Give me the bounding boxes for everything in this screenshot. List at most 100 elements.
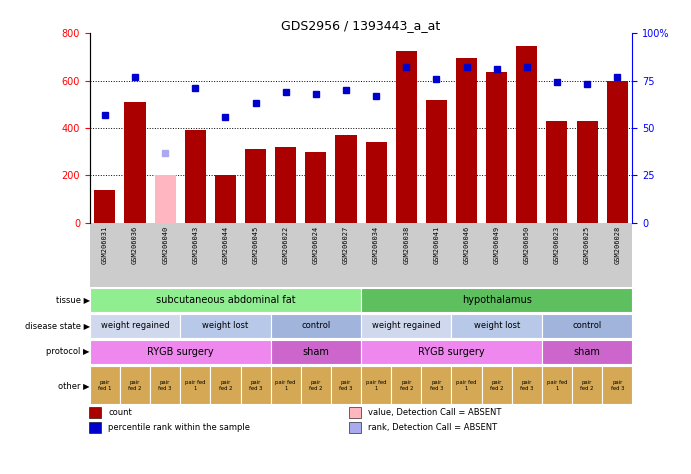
Text: pair
fed 3: pair fed 3 (249, 380, 263, 391)
Bar (451, 314, 542, 337)
Bar (542, 314, 632, 337)
Text: weight lost: weight lost (473, 321, 520, 330)
Text: GSM206023: GSM206023 (554, 226, 560, 264)
Text: pair
fed 2: pair fed 2 (218, 380, 232, 391)
Text: pair
fed 2: pair fed 2 (580, 380, 594, 391)
Bar (396, 51, 417, 223)
Bar (335, 135, 357, 223)
Bar (271, 366, 301, 404)
Bar (124, 102, 146, 223)
Text: pair
fed 2: pair fed 2 (309, 380, 323, 391)
Text: pair fed
1: pair fed 1 (456, 380, 477, 391)
Text: weight regained: weight regained (101, 321, 169, 330)
Text: count: count (108, 408, 132, 417)
Text: pair
fed 2: pair fed 2 (399, 380, 413, 391)
Bar (349, 422, 361, 433)
Text: GSM206031: GSM206031 (102, 226, 108, 264)
Bar (456, 58, 477, 223)
Bar (361, 340, 542, 364)
Bar (180, 366, 210, 404)
Text: GSM206025: GSM206025 (584, 226, 590, 264)
Bar (542, 366, 572, 404)
Text: GSM206028: GSM206028 (614, 226, 621, 264)
Bar (576, 121, 598, 223)
Text: tissue ▶: tissue ▶ (56, 295, 90, 304)
Bar (331, 366, 361, 404)
Text: pair
fed 3: pair fed 3 (339, 380, 352, 391)
Text: GSM206024: GSM206024 (313, 226, 319, 264)
Text: GSM206036: GSM206036 (132, 226, 138, 264)
Text: GSM206045: GSM206045 (253, 226, 258, 264)
Bar (349, 407, 361, 418)
Text: control: control (572, 321, 602, 330)
Text: sham: sham (303, 347, 330, 357)
Bar (245, 149, 266, 223)
Bar (150, 366, 180, 404)
Bar (155, 175, 176, 223)
Bar (482, 366, 512, 404)
Text: GSM206022: GSM206022 (283, 226, 289, 264)
Bar (602, 366, 632, 404)
Text: pair
fed 2: pair fed 2 (490, 380, 504, 391)
Bar (120, 366, 150, 404)
Bar (542, 340, 632, 364)
Bar (512, 366, 542, 404)
Bar (361, 366, 391, 404)
Bar (95, 190, 115, 223)
Title: GDS2956 / 1393443_a_at: GDS2956 / 1393443_a_at (281, 19, 441, 32)
Text: GSM206049: GSM206049 (493, 226, 500, 264)
Text: pair
fed 2: pair fed 2 (129, 380, 142, 391)
Bar (305, 152, 326, 223)
Text: pair fed
1: pair fed 1 (276, 380, 296, 391)
Text: GSM206050: GSM206050 (524, 226, 530, 264)
Bar (607, 81, 627, 223)
Bar (275, 147, 296, 223)
Text: pair fed
1: pair fed 1 (185, 380, 205, 391)
Bar (271, 340, 361, 364)
Text: GSM206043: GSM206043 (192, 226, 198, 264)
Text: GSM206027: GSM206027 (343, 226, 349, 264)
Bar (90, 340, 271, 364)
Bar (547, 121, 567, 223)
Bar (180, 314, 271, 337)
Text: GSM206040: GSM206040 (162, 226, 168, 264)
Text: protocol ▶: protocol ▶ (46, 347, 90, 356)
Bar (90, 288, 361, 311)
Bar (210, 366, 240, 404)
Text: pair
fed 1: pair fed 1 (98, 380, 112, 391)
Bar (90, 366, 120, 404)
Text: weight lost: weight lost (202, 321, 249, 330)
Text: pair
fed 3: pair fed 3 (430, 380, 443, 391)
Bar (451, 366, 482, 404)
Text: pair
fed 3: pair fed 3 (520, 380, 533, 391)
Bar (184, 130, 206, 223)
Text: GSM206038: GSM206038 (404, 226, 409, 264)
Text: pair fed
1: pair fed 1 (547, 380, 567, 391)
Text: GSM206041: GSM206041 (433, 226, 439, 264)
Text: pair
fed 3: pair fed 3 (158, 380, 172, 391)
Bar (391, 366, 422, 404)
Bar (516, 46, 538, 223)
Bar (486, 72, 507, 223)
Text: value, Detection Call = ABSENT: value, Detection Call = ABSENT (368, 408, 502, 417)
Bar (366, 142, 387, 223)
Text: pair
fed 3: pair fed 3 (611, 380, 624, 391)
Text: control: control (301, 321, 330, 330)
Text: pair fed
1: pair fed 1 (366, 380, 386, 391)
Bar (240, 366, 271, 404)
Text: weight regained: weight regained (372, 321, 441, 330)
Text: percentile rank within the sample: percentile rank within the sample (108, 423, 250, 432)
Text: sham: sham (574, 347, 600, 357)
Text: RYGB surgery: RYGB surgery (418, 347, 485, 357)
Bar (301, 366, 331, 404)
Bar (361, 288, 632, 311)
Bar (90, 314, 180, 337)
Text: hypothalamus: hypothalamus (462, 295, 531, 305)
Text: GSM206034: GSM206034 (373, 226, 379, 264)
Bar (271, 314, 361, 337)
Bar (572, 366, 602, 404)
Text: disease state ▶: disease state ▶ (25, 321, 90, 330)
Bar (89, 407, 102, 418)
Text: GSM206044: GSM206044 (223, 226, 229, 264)
Bar (361, 314, 451, 337)
